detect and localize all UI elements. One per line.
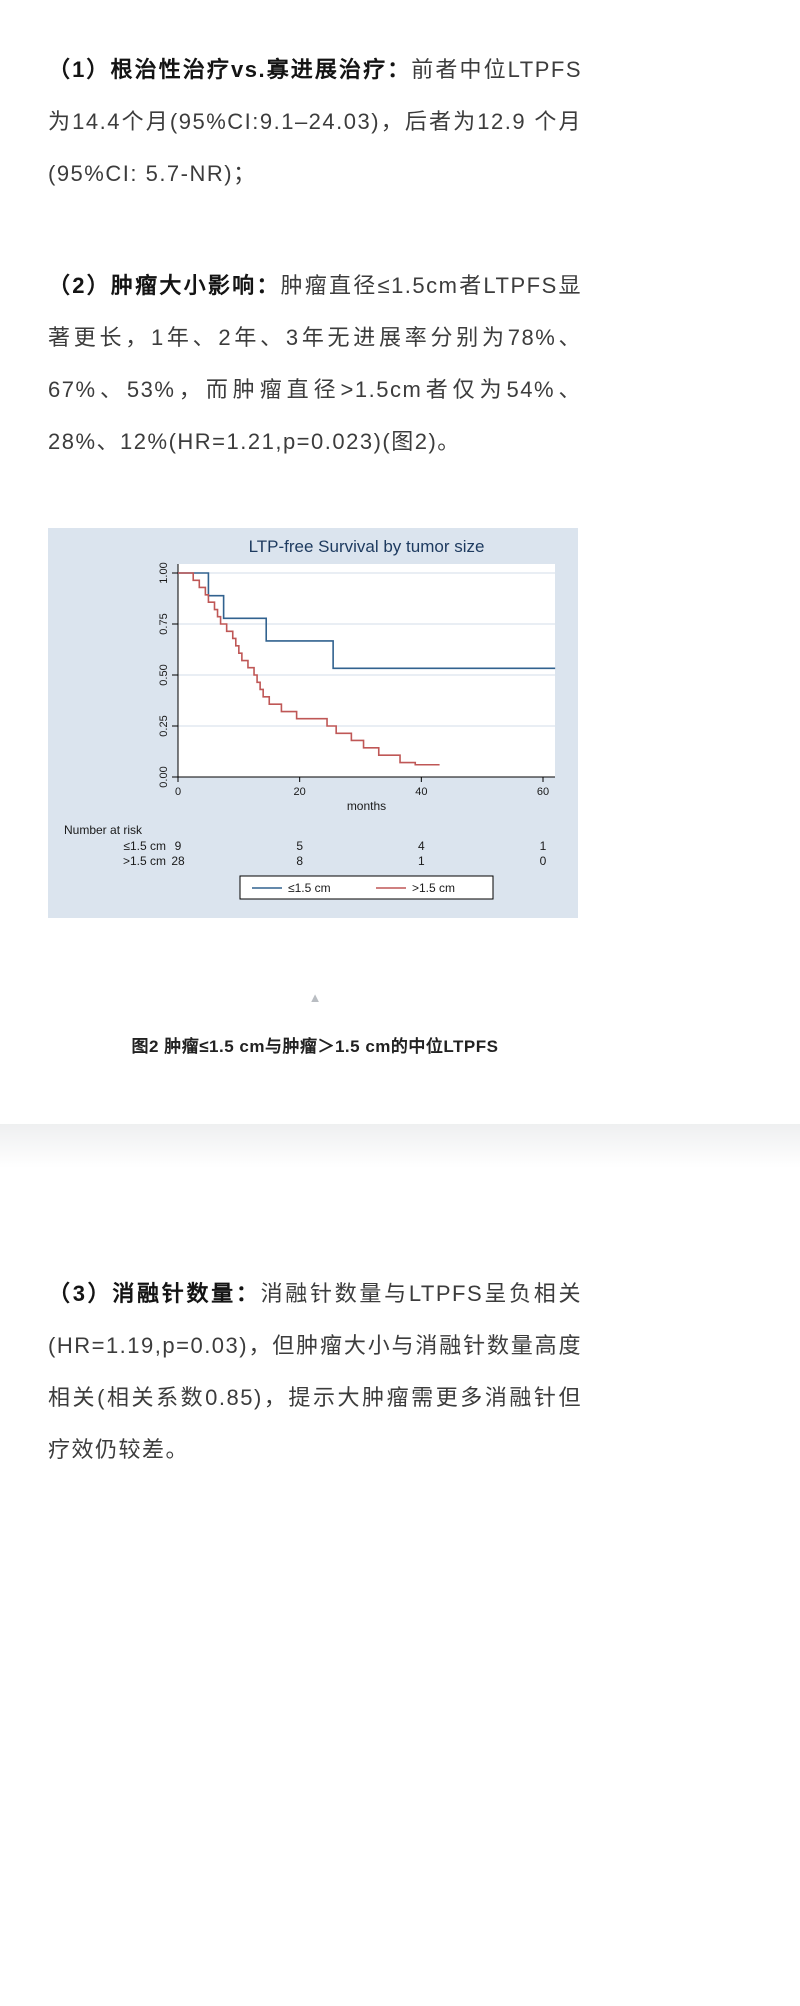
svg-text:0.50: 0.50 [158,664,170,685]
svg-text:5: 5 [296,839,303,853]
svg-text:28: 28 [171,854,185,868]
svg-text:0.00: 0.00 [158,766,170,787]
svg-text:≤1.5 cm: ≤1.5 cm [288,881,331,895]
svg-text:1: 1 [418,854,425,868]
section-divider [0,1124,800,1168]
svg-text:40: 40 [415,786,427,798]
svg-text:0.25: 0.25 [158,715,170,736]
figure-caption: 图2 肿瘤≤1.5 cm与肿瘤＞1.5 cm的中位LTPFS [131,1037,499,1056]
paragraph-1-text: 前者中位LTPFS为14.4个月(95%CI:9.1–24.03)，后者为12.… [48,57,582,186]
svg-text:LTP-free Survival by tumor siz: LTP-free Survival by tumor size [249,537,485,556]
paragraph-needle-count: （3）消融针数量：消融针数量与LTPFS呈负相关(HR=1.19,p=0.03)… [48,1268,582,1476]
paragraph-treatment-comparison: （1）根治性治疗vs.寡进展治疗：前者中位LTPFS为14.4个月(95%CI:… [48,44,582,200]
svg-text:0.75: 0.75 [158,613,170,634]
svg-text:0: 0 [540,854,547,868]
svg-text:9: 9 [175,839,182,853]
svg-text:1.00: 1.00 [158,562,170,583]
paragraph-2-text: 肿瘤直径≤1.5cm者LTPFS显著更长，1年、2年、3年无进展率分别为78%、… [48,273,582,454]
svg-text:20: 20 [294,786,306,798]
paragraph-tumor-size: （2）肿瘤大小影响：肿瘤直径≤1.5cm者LTPFS显著更长，1年、2年、3年无… [48,260,582,468]
svg-text:>1.5 cm: >1.5 cm [412,881,455,895]
km-survival-plot: LTP-free Survival by tumor size 0.00 0.25 0… [48,528,578,918]
svg-text:1: 1 [540,839,547,853]
km-survival-chart[interactable]: LTP-free Survival by tumor size 0.00 0.25 0… [48,528,578,918]
svg-text:4: 4 [418,839,425,853]
paragraph-3-text: 消融针数量与LTPFS呈负相关(HR=1.19,p=0.03)，但肿瘤大小与消融… [48,1281,582,1462]
svg-text:60: 60 [537,786,549,798]
svg-text:≤1.5 cm: ≤1.5 cm [123,839,166,853]
svg-text:Number at risk: Number at risk [64,823,143,837]
figure-2: LTP-free Survival by tumor size 0.00 0.25 0… [48,528,582,1060]
paragraph-1-heading: （1）根治性治疗vs.寡进展治疗： [48,57,412,82]
paragraph-3-heading: （3）消融针数量： [48,1281,261,1306]
article-body: （1）根治性治疗vs.寡进展治疗：前者中位LTPFS为14.4个月(95%CI:… [0,44,800,1476]
svg-text:months: months [347,799,386,813]
svg-text:8: 8 [296,854,303,868]
svg-text:>1.5 cm: >1.5 cm [123,854,166,868]
collapse-arrow-icon: ▲ [308,990,322,1005]
paragraph-2-heading: （2）肿瘤大小影响： [48,273,281,298]
svg-text:0: 0 [175,786,181,798]
